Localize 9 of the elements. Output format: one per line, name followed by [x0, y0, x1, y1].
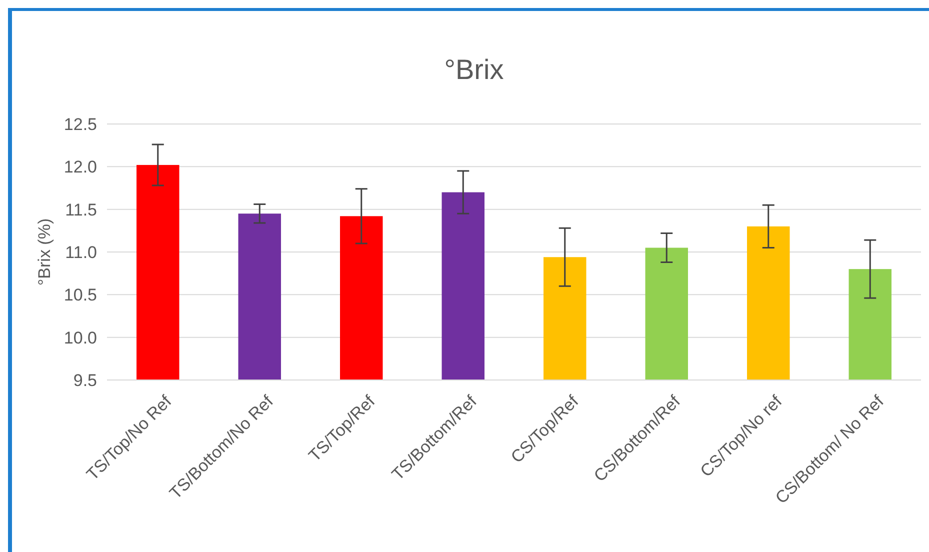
y-axis-title: °Brix (%): [35, 218, 54, 286]
y-tick-label: 11.5: [65, 200, 97, 220]
y-tick-label: 12.5: [64, 114, 97, 134]
y-tick-label: 12.0: [64, 158, 97, 177]
y-tick-label: 10.5: [64, 286, 97, 305]
y-tick-label: 11.0: [65, 242, 97, 262]
chart-title: °Brix: [444, 54, 504, 85]
y-tick-label: 10.0: [64, 328, 97, 348]
y-tick-label: 9.5: [73, 370, 97, 390]
